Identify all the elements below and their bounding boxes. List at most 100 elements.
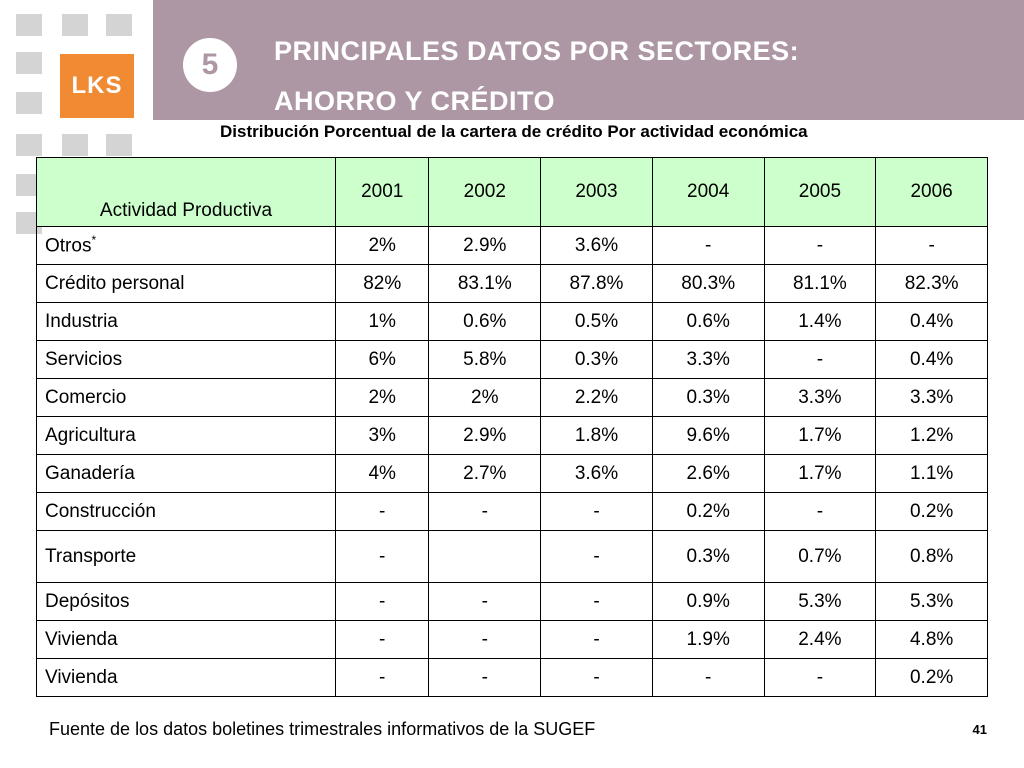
table-cell: 2.6% [651, 454, 765, 493]
table-row: Crédito personal 82% 83.1% 87.8% 80.3% 81.1% 8… [36, 264, 988, 303]
table-row: Vivienda - - -1.9% 2.4% 4.8% [36, 620, 988, 659]
table-cell: - [334, 620, 430, 659]
lks-logo: LKS [60, 54, 134, 118]
table-cell: 83.1% [428, 264, 542, 303]
table-caption: Distribución Porcentual de la cartera de… [220, 122, 808, 141]
table-cell: 0.2% [875, 492, 988, 531]
table-cell: 1.9% [651, 620, 765, 659]
table-cell: 80.3% [651, 264, 765, 303]
table-cell: 82% [334, 264, 430, 303]
table-cell: 1% [334, 302, 430, 341]
header-cell-year: 2003 [540, 157, 653, 227]
page-number: 41 [972, 722, 987, 737]
row-label-text: Construcción [45, 500, 156, 522]
row-label: Ganadería [36, 454, 336, 493]
table-cell: 0.5% [540, 302, 653, 341]
table-cell: 0.3% [540, 340, 653, 379]
table-cell: 0.2% [875, 658, 988, 697]
table-cell: - [763, 340, 877, 379]
table-row: Industria 1% 0.6% 0.5% 0.6% 1.4% 0.4% [36, 302, 988, 341]
page-title-line2: AHORRO Y CRÉDITO [274, 86, 556, 116]
table-cell: - [428, 492, 542, 531]
table-row: Comercio 2% 2% 2.2% 0.3% 3.3% 3.3% [36, 378, 988, 417]
table-cell: - [540, 620, 653, 659]
table-cell: - [763, 226, 877, 265]
table-row: Construcción - - -0.2% -0.2% [36, 492, 988, 531]
table-cell: 0.3% [651, 378, 765, 417]
table-cell: - [540, 582, 653, 621]
table-cell: 5.8% [428, 340, 542, 379]
table-cell: 1.8% [540, 416, 653, 455]
table-cell: 2.2% [540, 378, 653, 417]
header-cell-year: 2005 [763, 157, 877, 227]
table-cell: - [651, 226, 765, 265]
table-cell: 0.8% [875, 530, 988, 583]
table-cell: 3.6% [540, 454, 653, 493]
table-row: Servicios 6% 5.8% 0.3% 3.3% -0.4% [36, 340, 988, 379]
row-label-text: Depósitos [45, 590, 130, 612]
section-number: 5 [201, 48, 219, 81]
row-label-text: Transporte [45, 545, 137, 567]
table-cell: - [334, 530, 430, 583]
table-row: Vivienda - - - - -0.2% [36, 658, 988, 697]
table-cell: 2% [334, 378, 430, 417]
row-label: Industria [36, 302, 336, 341]
row-label-text: Comercio [45, 386, 127, 408]
table-cell: 1.2% [875, 416, 988, 455]
table-cell: 1.7% [763, 416, 877, 455]
table-cell: 1.1% [875, 454, 988, 493]
logo-grid-decoration [0, 0, 150, 240]
table-cell: - [651, 658, 765, 697]
table-cell: 2% [334, 226, 430, 265]
table-cell: - [540, 530, 653, 583]
table-cell: - [763, 492, 877, 531]
row-label: Vivienda [36, 620, 336, 659]
table-cell: 87.8% [540, 264, 653, 303]
row-label: Construcción [36, 492, 336, 531]
table-cell: 5.3% [875, 582, 988, 621]
table-cell: 0.4% [875, 340, 988, 379]
credit-distribution-table: Actividad Productiva 2001 2002 2003 2004… [36, 157, 988, 697]
row-label: Vivienda [36, 658, 336, 697]
table-cell: - [428, 620, 542, 659]
header-cell-year: 2006 [875, 157, 988, 227]
table-row: Agricultura 3% 2.9% 1.8% 9.6% 1.7% 1.2% [36, 416, 988, 455]
table-cell: 0.6% [651, 302, 765, 341]
row-label-text: Agricultura [45, 424, 136, 446]
table-cell: 0.9% [651, 582, 765, 621]
table-cell: 81.1% [763, 264, 877, 303]
table-row: Otros* 2% 2.9% 3.6% - - - [36, 226, 988, 265]
table-cell: 3.6% [540, 226, 653, 265]
table-cell: 0.2% [651, 492, 765, 531]
table-cell: 5.3% [763, 582, 877, 621]
row-label: Otros* [36, 226, 336, 265]
table-cell: 1.4% [763, 302, 877, 341]
section-number-badge: 5 [183, 38, 237, 92]
source-note: Fuente de los datos boletines trimestral… [49, 719, 596, 739]
table-cell: 6% [334, 340, 430, 379]
table-cell: 2.9% [428, 226, 542, 265]
row-label-text: Servicios [45, 348, 123, 370]
table-cell: 2.9% [428, 416, 542, 455]
row-label: Transporte [36, 530, 336, 583]
table-cell: 3.3% [875, 378, 988, 417]
table-cell: 4.8% [875, 620, 988, 659]
table-cell [428, 530, 542, 583]
table-header-row: Actividad Productiva 2001 2002 2003 2004… [36, 157, 988, 227]
table-cell: - [540, 658, 653, 697]
table-row: Transporte - -0.3% 0.7% 0.8% [36, 530, 988, 583]
table-cell: 0.3% [651, 530, 765, 583]
header-cell-activity: Actividad Productiva [36, 157, 336, 227]
logo-text: LKS [71, 72, 123, 99]
table-cell: - [428, 658, 542, 697]
row-label-text: Crédito personal [45, 272, 185, 294]
row-label-text: Vivienda [45, 666, 118, 688]
row-label-text: Vivienda [45, 628, 118, 650]
table-row: Ganadería 4% 2.7% 3.6% 2.6% 1.7% 1.1% [36, 454, 988, 493]
table-cell: - [875, 226, 988, 265]
row-label: Comercio [36, 378, 336, 417]
row-label-text: Otros [45, 235, 92, 257]
table-cell: 2.4% [763, 620, 877, 659]
row-label-text: Industria [45, 310, 118, 332]
table-cell: - [428, 582, 542, 621]
